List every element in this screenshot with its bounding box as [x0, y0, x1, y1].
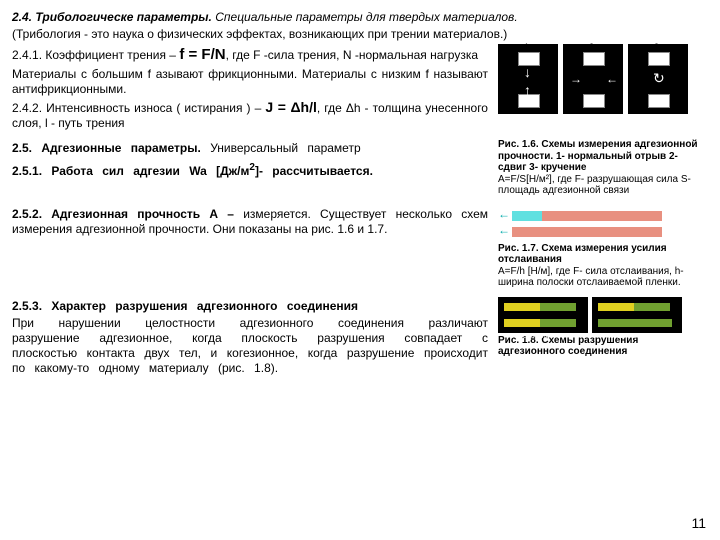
fig16-label-3: 3 — [654, 42, 659, 53]
s25-label: 2.5. Адгезионные параметры. — [12, 141, 201, 155]
page-number: 11 — [691, 515, 706, 533]
s253-label: 2.5.3. Характер разрушения адгезионного … — [12, 299, 358, 313]
section-2-4-title: 2.4. Трибологическе параметры. — [12, 10, 212, 24]
s242-label: 2.4.2. Интенсивность износа ( истирания … — [12, 101, 261, 115]
fig16-label-1: 1 — [524, 42, 529, 53]
figure-1-6: ↓ ↑ → ← ↻ 1 2 3 — [498, 44, 693, 114]
s251-label: 2.5.1. Работа сил адгезии Wa [Дж/м — [12, 164, 249, 178]
figure-1-7: ← ← — [498, 211, 688, 237]
fig16-caption: Рис. 1.6. Схемы измерения адгезионной пр… — [498, 139, 708, 197]
s242-formula: J = Δh/l — [265, 99, 317, 115]
figure-1-8: Адгезионное Когезионное — [498, 297, 708, 333]
s252-label: 2.5.2. Адгезионная прочность А – — [12, 207, 234, 221]
s251-tail: ]- рассчитывается. — [255, 164, 373, 178]
s241-formula: f = F/N — [179, 46, 225, 63]
s241-note: Материалы с большим f азывают фрикционны… — [12, 67, 488, 97]
s253-body: При нарушении целостности адгезионного с… — [12, 316, 488, 376]
fig16-label-2: 2 — [589, 42, 594, 53]
s25-tail: Универсальный параметр — [210, 141, 360, 155]
section-2-4-subtitle: Специальные параметры для твердых матери… — [215, 10, 517, 24]
tribology-definition: (Трибология - это наука о физических эфф… — [12, 27, 708, 42]
fig17-caption: Рис. 1.7. Схема измерения усилия отслаив… — [498, 243, 708, 289]
s241-label: 2.4.1. Коэффициент трения – — [12, 48, 176, 62]
s241-tail: , где F -сила трения, N -нормальная нагр… — [226, 48, 478, 62]
